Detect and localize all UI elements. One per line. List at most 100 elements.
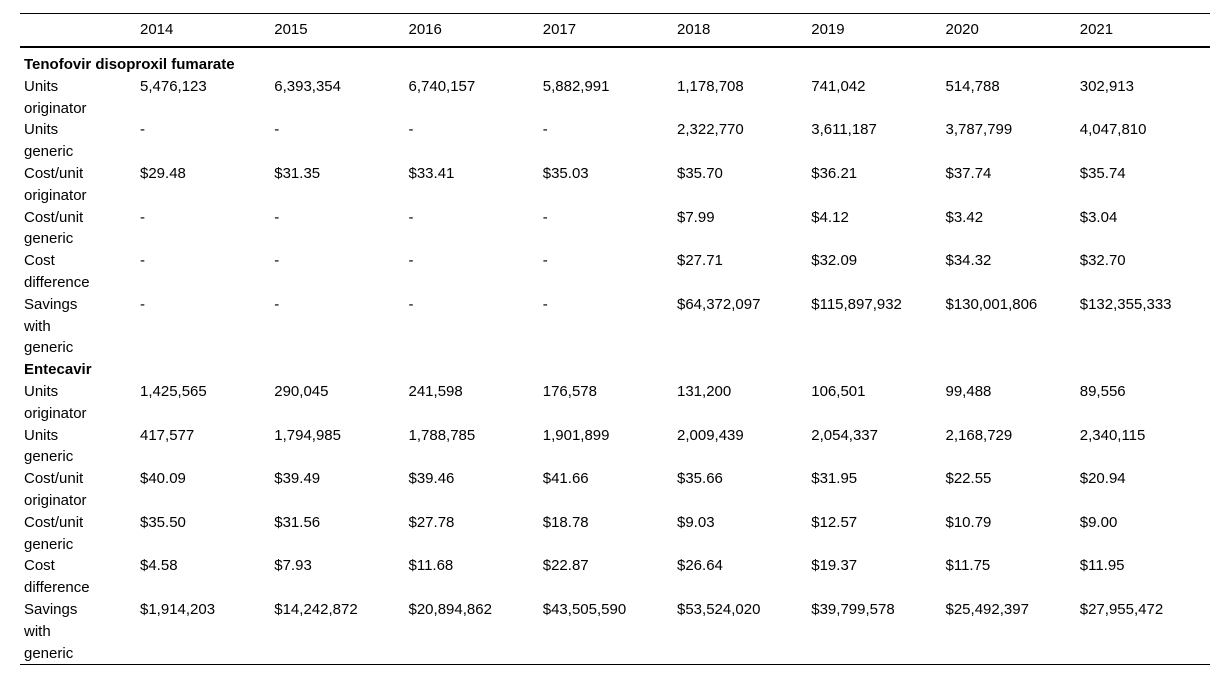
cell: $32.70 [1079, 252, 1126, 270]
row-label: Savings with generic [24, 600, 78, 662]
cell: 4,047,810 [1079, 121, 1147, 139]
cell: 6,393,354 [274, 77, 341, 95]
cell: - [542, 121, 548, 139]
cell: $27.78 [408, 513, 455, 531]
cell: $39.46 [408, 470, 455, 488]
cell: 5,882,991 [542, 77, 610, 95]
table-row-units-originator: Units originator 1,425,565 290,045 241,5… [20, 381, 1210, 425]
cell: $31.95 [811, 470, 858, 488]
cell: $35.70 [677, 164, 723, 182]
cell: - [274, 121, 280, 139]
cell: 1,901,899 [542, 426, 610, 444]
row-label: Cost/unit generic [24, 513, 84, 553]
cell: - [408, 295, 414, 313]
table-row-cost-unit-generic: Cost/unit generic $35.50 $31.56 $27.78 $… [20, 512, 1210, 556]
cell: $11.68 [408, 557, 454, 575]
cell: $31.35 [274, 164, 321, 182]
cell: 1,788,785 [408, 426, 476, 444]
cell: $9.00 [1079, 513, 1118, 531]
row-label: Units generic [24, 121, 74, 161]
cell: $34.32 [945, 252, 992, 270]
year-header-2018: 2018 [673, 13, 808, 48]
table-row-savings-with-generic: Savings with generic - - - - $64,372,097… [20, 294, 1210, 359]
cell: $35.74 [1079, 164, 1126, 182]
row-label: Cost difference [24, 252, 90, 291]
cell: $35.66 [677, 470, 723, 488]
cell: - [140, 295, 145, 313]
table-row-units-originator: Units originator 5,476,123 6,393,354 6,7… [20, 76, 1210, 120]
row-label: Savings with generic [24, 295, 78, 357]
cell: $53,524,020 [677, 600, 761, 618]
cell: 5,476,123 [140, 77, 207, 95]
cell: $41.66 [542, 470, 589, 488]
cell: 2,322,770 [677, 121, 744, 139]
cell: 1,425,565 [140, 382, 207, 400]
cell: $130,001,806 [945, 295, 1038, 313]
table-row-cost-unit-generic: Cost/unit generic - - - - $7.99 $4.12 $3… [20, 207, 1210, 251]
table-row-units-generic: Units generic - - - - 2,322,770 3,611,18… [20, 119, 1210, 163]
cell: 176,578 [542, 382, 597, 400]
row-label: Cost/unit originator [24, 164, 87, 204]
cell: $36.21 [811, 164, 858, 182]
cell: - [274, 295, 280, 313]
cell: 2,168,729 [945, 426, 1013, 444]
drug-cost-savings-table: 2014 2015 2016 2017 2018 2019 2020 2021 … [20, 13, 1210, 666]
cell: $1,914,203 [140, 600, 216, 618]
cell: 2,054,337 [811, 426, 878, 444]
cell: $29.48 [140, 164, 186, 182]
cell: $27.71 [677, 252, 723, 270]
cell: - [542, 252, 548, 270]
cell: 2,340,115 [1079, 426, 1146, 444]
cell: - [542, 208, 548, 226]
year-header-2019: 2019 [807, 13, 942, 48]
section-header-tenofovir: Tenofovir disoproxil fumarate [20, 47, 1210, 76]
cell: 1,794,985 [274, 426, 341, 444]
section-title: Entecavir [24, 361, 92, 379]
cell: $20,894,862 [408, 600, 492, 618]
cell: $11.95 [1079, 557, 1125, 575]
year-header-2014: 2014 [136, 13, 271, 48]
corner-cell [20, 13, 136, 48]
row-label: Units originator [24, 382, 87, 422]
cell: $14,242,872 [274, 600, 358, 618]
cell: $33.41 [408, 164, 455, 182]
year-header-2021: 2021 [1075, 13, 1210, 48]
cell: $35.03 [542, 164, 589, 182]
cell: $3.04 [1079, 208, 1118, 226]
cell: - [408, 252, 414, 270]
cell: $40.09 [140, 470, 186, 488]
cell: $9.03 [677, 513, 715, 531]
cell: - [140, 252, 145, 270]
cell: - [274, 208, 280, 226]
row-label: Units originator [24, 77, 87, 117]
cell: $7.99 [677, 208, 715, 226]
cell: 1,178,708 [677, 77, 744, 95]
cell: $7.93 [274, 557, 312, 575]
table-row-savings-with-generic: Savings with generic $1,914,203 $14,242,… [20, 599, 1210, 665]
table-row-cost-unit-originator: Cost/unit originator $29.48 $31.35 $33.4… [20, 163, 1210, 207]
table-row-cost-unit-originator: Cost/unit originator $40.09 $39.49 $39.4… [20, 468, 1210, 512]
year-header-2017: 2017 [538, 13, 673, 48]
cell: $31.56 [274, 513, 321, 531]
cell: $39,799,578 [811, 600, 895, 618]
cell: $43,505,590 [542, 600, 627, 618]
table-row-cost-difference: Cost difference - - - - $27.71 $32.09 $3… [20, 250, 1210, 294]
cell: 89,556 [1079, 382, 1126, 400]
cell: $22.87 [542, 557, 589, 575]
cell: $4.58 [140, 557, 178, 575]
year-header-2015: 2015 [270, 13, 405, 48]
cell: 417,577 [140, 426, 195, 444]
section-title: Tenofovir disoproxil fumarate [24, 56, 235, 73]
cell: 302,913 [1079, 77, 1134, 95]
cell: $3.42 [945, 208, 984, 226]
cell: - [542, 295, 548, 313]
cell: 290,045 [274, 382, 329, 400]
cell: $39.49 [274, 470, 321, 488]
cell: $12.57 [811, 513, 858, 531]
cell: $22.55 [945, 470, 992, 488]
section-header-entecavir: Entecavir [20, 359, 1210, 381]
cell: 131,200 [677, 382, 732, 400]
year-header-2016: 2016 [404, 13, 539, 48]
cell: $25,492,397 [945, 600, 1029, 618]
cell: $35.50 [140, 513, 186, 531]
